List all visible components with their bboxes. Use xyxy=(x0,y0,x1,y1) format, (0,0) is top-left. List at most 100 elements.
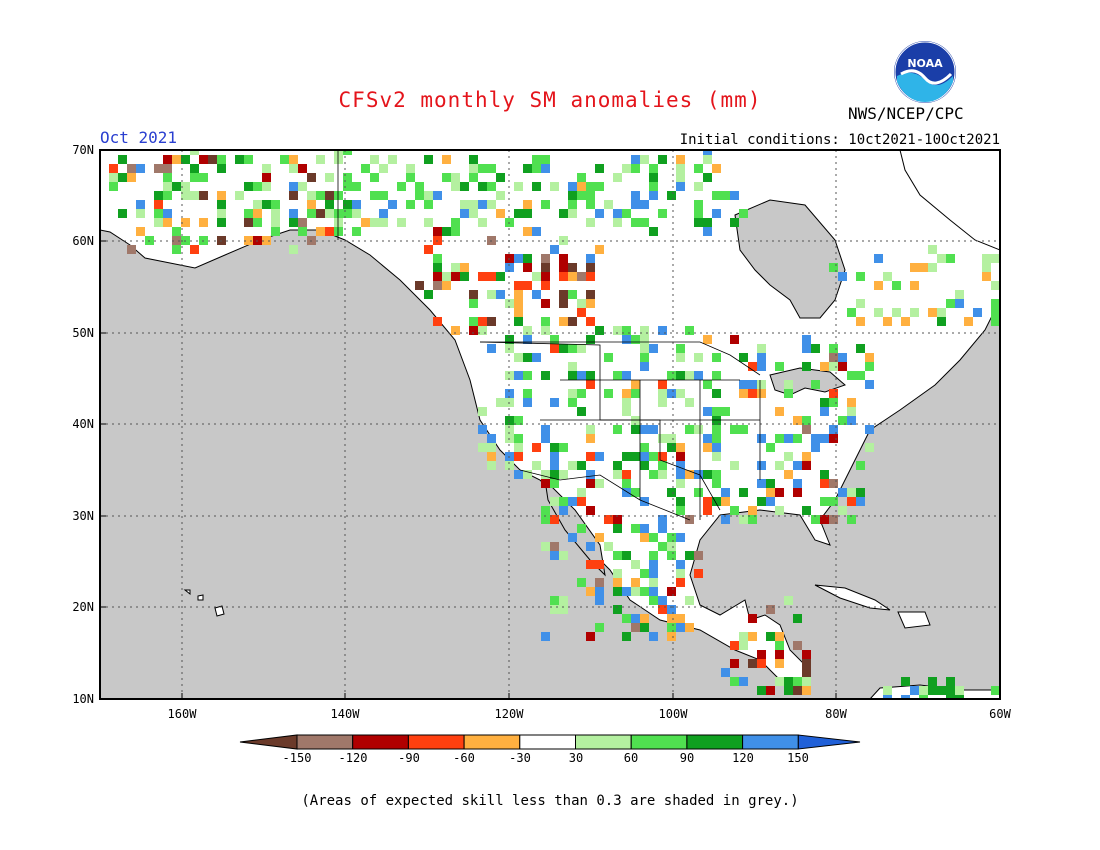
noaa-logo-icon: NOAA xyxy=(894,41,956,103)
anomaly-cell xyxy=(496,209,505,218)
anomaly-cell xyxy=(793,416,802,425)
anomaly-cell xyxy=(802,362,811,371)
anomaly-cell xyxy=(703,150,712,155)
anomaly-cell xyxy=(631,524,640,533)
anomaly-cell xyxy=(847,515,856,524)
anomaly-cell xyxy=(433,254,442,263)
anomaly-cell xyxy=(424,290,433,299)
anomaly-cell xyxy=(541,155,550,164)
anomaly-cell xyxy=(676,353,685,362)
anomaly-cell xyxy=(586,317,595,326)
anomaly-cell xyxy=(595,452,604,461)
anomaly-cell xyxy=(793,434,802,443)
legend-tick: -60 xyxy=(453,751,475,765)
anomaly-cell xyxy=(190,150,199,155)
anomaly-cell xyxy=(289,155,298,164)
anomaly-cell xyxy=(766,497,775,506)
anomaly-cell xyxy=(505,461,514,470)
anomaly-cell xyxy=(586,560,595,569)
anomaly-cell xyxy=(802,650,811,659)
anomaly-cell xyxy=(685,596,694,605)
anomaly-cell xyxy=(784,686,793,695)
anomaly-cell xyxy=(928,308,937,317)
anomaly-cell xyxy=(190,245,199,254)
anomaly-cell xyxy=(541,326,550,335)
anomaly-cell xyxy=(577,182,586,191)
anomaly-cell xyxy=(217,209,226,218)
anomaly-cell xyxy=(676,470,685,479)
anomaly-cell xyxy=(559,443,568,452)
anomaly-cell xyxy=(622,632,631,641)
anomaly-cell xyxy=(163,218,172,227)
anomaly-cell xyxy=(586,335,595,344)
anomaly-cell xyxy=(469,173,478,182)
anomaly-cell xyxy=(649,569,658,578)
anomaly-cell xyxy=(865,380,874,389)
anomaly-cell xyxy=(982,254,991,263)
anomaly-cell xyxy=(550,605,559,614)
anomaly-cell xyxy=(694,569,703,578)
anomaly-cell xyxy=(568,182,577,191)
anomaly-cell xyxy=(415,281,424,290)
anomaly-cell xyxy=(829,398,838,407)
anomaly-cell xyxy=(802,344,811,353)
anomaly-cell xyxy=(496,398,505,407)
anomaly-cell xyxy=(775,434,784,443)
anomaly-cell xyxy=(586,254,595,263)
anomaly-cell xyxy=(532,353,541,362)
anomaly-cell xyxy=(550,479,559,488)
anomaly-cell xyxy=(640,353,649,362)
anomaly-cell xyxy=(505,389,514,398)
anomaly-cell xyxy=(577,389,586,398)
anomaly-cell xyxy=(820,479,829,488)
anomaly-cell xyxy=(685,551,694,560)
anomaly-cell xyxy=(559,272,568,281)
anomaly-cell xyxy=(514,470,523,479)
anomaly-cell xyxy=(181,155,190,164)
anomaly-cell xyxy=(190,191,199,200)
anomaly-cell xyxy=(613,209,622,218)
anomaly-cell xyxy=(586,542,595,551)
anomaly-cell xyxy=(577,488,586,497)
anomaly-cell xyxy=(865,362,874,371)
anomaly-cell xyxy=(559,506,568,515)
anomaly-cell xyxy=(487,434,496,443)
anomaly-cell xyxy=(163,191,172,200)
anomaly-cell xyxy=(991,308,1000,317)
anomaly-cell xyxy=(946,299,955,308)
anomaly-cell xyxy=(550,182,559,191)
anomaly-cell xyxy=(739,515,748,524)
anomaly-cell xyxy=(703,227,712,236)
anomaly-cell xyxy=(541,371,550,380)
cuba-land xyxy=(814,584,891,611)
anomaly-cell xyxy=(946,686,955,695)
anomaly-cell xyxy=(793,677,802,686)
anomaly-cell xyxy=(289,209,298,218)
anomaly-cell xyxy=(712,479,721,488)
lon-label-80w: 80W xyxy=(825,707,847,721)
anomaly-cell xyxy=(658,380,667,389)
anomaly-cell xyxy=(262,236,271,245)
anomaly-cell xyxy=(991,317,1000,326)
anomaly-cell xyxy=(955,290,964,299)
anomaly-cell xyxy=(577,272,586,281)
anomaly-cell xyxy=(991,299,1000,308)
anomaly-cell xyxy=(991,686,1000,695)
anomaly-cell xyxy=(199,173,208,182)
anomaly-cell xyxy=(460,209,469,218)
anomaly-cell xyxy=(127,245,136,254)
anomaly-cell xyxy=(712,497,721,506)
anomaly-cell xyxy=(343,209,352,218)
anomaly-cell xyxy=(514,281,523,290)
anomaly-cell xyxy=(613,587,622,596)
anomaly-cell xyxy=(604,200,613,209)
anomaly-cell xyxy=(541,425,550,434)
anomaly-cell xyxy=(649,227,658,236)
anomaly-cell xyxy=(550,461,559,470)
anomaly-cell xyxy=(370,173,379,182)
anomaly-cell xyxy=(784,434,793,443)
anomaly-cell xyxy=(514,299,523,308)
lat-label-70: 70N xyxy=(72,143,94,157)
anomaly-cell xyxy=(694,551,703,560)
anomaly-cell xyxy=(559,497,568,506)
